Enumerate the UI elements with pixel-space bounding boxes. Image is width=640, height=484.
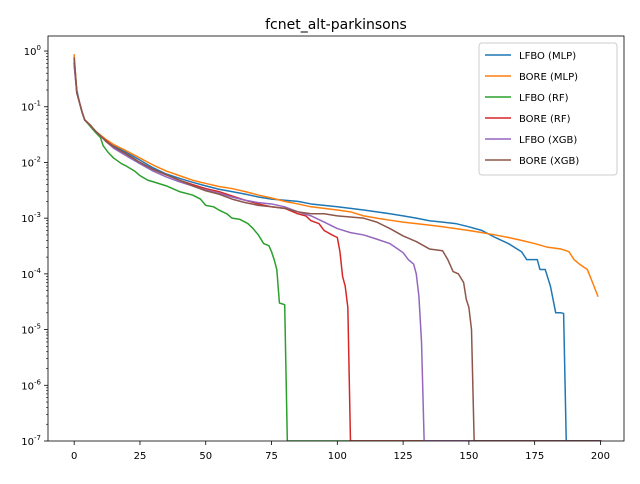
legend-label: BORE (RF) bbox=[519, 114, 571, 125]
legend-label: LFBO (MLP) bbox=[519, 51, 576, 62]
legend-label: LFBO (RF) bbox=[519, 93, 569, 104]
axes: 0 25 50 75 100 125 150 175 200 100 10-1 10-2 10-3 10-… bbox=[21, 35, 625, 462]
y-tick-label: 10-4 bbox=[21, 267, 41, 281]
plot-frame bbox=[47, 35, 625, 442]
x-tick-label: 75 bbox=[265, 451, 278, 462]
x-tick-label: 175 bbox=[525, 451, 544, 462]
y-tick-label: 10-2 bbox=[21, 155, 41, 169]
y-tick-label: 10-6 bbox=[21, 378, 41, 392]
x-tick-label: 200 bbox=[591, 451, 610, 462]
legend-box bbox=[478, 42, 618, 176]
y-tick-label: 10-1 bbox=[21, 100, 41, 114]
y-tick-label: 10-3 bbox=[21, 211, 41, 225]
x-tick-label: 25 bbox=[134, 451, 147, 462]
legend: LFBO (MLP) BORE (MLP) LFBO (RF) BORE (RF) LF… bbox=[478, 42, 618, 176]
legend-label: BORE (XGB) bbox=[519, 156, 579, 167]
plot-lines bbox=[73, 54, 602, 441]
y-tick-label: 100 bbox=[24, 44, 41, 58]
x-tick-label: 0 bbox=[71, 451, 77, 462]
chart-title: fcnet_alt-parkinsons bbox=[265, 17, 407, 33]
y-tick-label: 10-5 bbox=[21, 323, 41, 337]
y-tick-label: 10-7 bbox=[21, 434, 41, 448]
x-tick-label: 125 bbox=[394, 451, 413, 462]
legend-label: LFBO (XGB) bbox=[519, 135, 577, 146]
series-line-5 bbox=[73, 57, 602, 441]
legend-label: BORE (MLP) bbox=[519, 72, 578, 83]
series-line-1 bbox=[73, 54, 599, 298]
x-tick-label: 100 bbox=[328, 451, 347, 462]
x-tick-label: 50 bbox=[199, 451, 212, 462]
series-line-2 bbox=[73, 62, 602, 441]
x-tick-label: 150 bbox=[459, 451, 478, 462]
